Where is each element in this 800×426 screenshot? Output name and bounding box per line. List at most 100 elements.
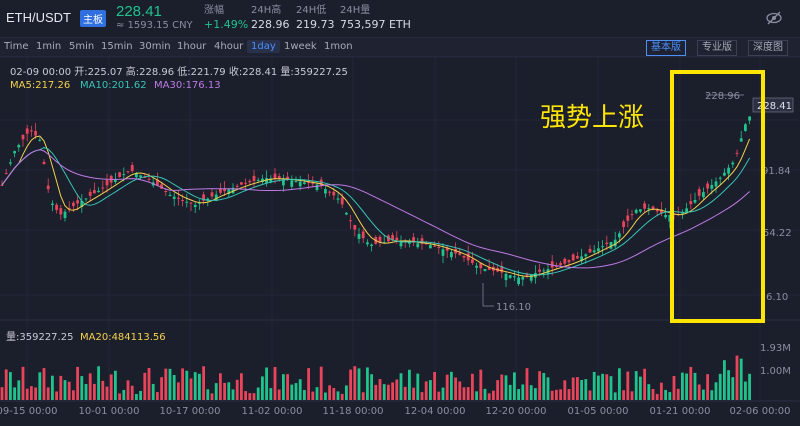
volume-bar — [328, 385, 331, 400]
candle-body — [508, 275, 512, 278]
volume-bar — [513, 372, 516, 400]
candle-body — [395, 237, 399, 241]
candle-body — [286, 176, 289, 180]
candle-body — [168, 195, 172, 196]
highlight-box — [670, 70, 765, 323]
candle-body — [601, 246, 604, 248]
volume-bar — [588, 390, 592, 400]
hide-eye-icon[interactable] — [766, 10, 782, 26]
volume-bar — [63, 380, 67, 400]
candle-body — [580, 256, 583, 262]
price-tick-3: 6.10 — [766, 292, 788, 303]
candle-body — [681, 212, 684, 214]
price-tick-1: 91.84 — [762, 166, 791, 177]
volume-bar — [660, 382, 663, 400]
volume-bar — [668, 392, 672, 400]
pair-name[interactable]: ETH/USDT — [6, 10, 71, 25]
volume-bar — [282, 374, 285, 400]
candle-body — [248, 180, 252, 183]
volume-bar — [496, 380, 499, 400]
interval-1min[interactable]: 1min — [36, 41, 62, 52]
volume-bar — [618, 368, 621, 400]
candle-body — [647, 208, 651, 210]
interval-1mon[interactable]: 1mon — [324, 41, 353, 52]
xaxis-label: 09-15 00:00 — [0, 406, 58, 417]
interval-5min[interactable]: 5min — [69, 41, 95, 52]
volume-bar — [681, 372, 684, 400]
candle-body — [643, 203, 646, 209]
volume-bar — [164, 368, 168, 400]
interval-15min[interactable]: 15min — [101, 41, 133, 52]
candle-body — [521, 277, 525, 280]
volume-bar — [336, 391, 340, 400]
candle-body — [529, 274, 533, 281]
interval-time[interactable]: Time — [4, 41, 29, 52]
candle-body — [319, 179, 323, 186]
view-pro-button[interactable]: 专业版 — [697, 40, 737, 56]
volume-bar — [67, 381, 71, 400]
volume-bar — [731, 377, 735, 400]
stat-high: 24H高 228.96 — [251, 5, 290, 31]
volume-bar — [655, 393, 659, 400]
candle-body — [9, 162, 12, 164]
candle-body — [269, 178, 273, 183]
candle-body — [290, 180, 294, 187]
candle-body — [324, 189, 327, 194]
interval-4hour[interactable]: 4hour — [214, 41, 244, 52]
candle-body — [487, 266, 491, 270]
volume-bar — [252, 393, 256, 400]
candle-body — [378, 236, 382, 243]
volume-bar — [97, 366, 100, 400]
view-depth-button[interactable]: 深度图 — [748, 40, 788, 56]
volume-bar — [492, 390, 495, 400]
volume-bar — [214, 383, 218, 400]
interval-30min[interactable]: 30min — [139, 41, 171, 52]
volume-bar — [592, 371, 596, 400]
candle-body — [655, 209, 659, 212]
volume-bar — [504, 375, 508, 400]
volume-bar — [534, 388, 537, 400]
volume-bar — [38, 372, 42, 400]
volume-bar — [555, 389, 558, 400]
volume-bar — [370, 374, 373, 400]
candle-body — [727, 167, 730, 174]
view-basic-button[interactable]: 基本版 — [646, 40, 686, 56]
volume-bar — [420, 392, 424, 400]
volume-bar — [256, 387, 260, 400]
volume-bar — [672, 376, 676, 400]
volume-bar — [46, 387, 50, 400]
xaxis-label: 12-20 00:00 — [485, 406, 546, 417]
volume-bar — [277, 389, 281, 400]
interval-1week[interactable]: 1week — [284, 41, 317, 52]
interval-1hour[interactable]: 1hour — [177, 41, 207, 52]
interval-1day[interactable]: 1day — [247, 40, 280, 53]
cny-price: ≈ 1593.15 CNY — [116, 20, 193, 31]
volume-bar — [172, 375, 176, 400]
candle-body — [294, 181, 298, 182]
volume-bar — [634, 371, 638, 400]
candle-body — [177, 197, 180, 199]
candle-body — [235, 185, 239, 187]
volume-bar — [51, 375, 54, 400]
candle-body — [370, 244, 373, 247]
volume-bar — [76, 366, 79, 400]
volume-bar — [571, 377, 575, 400]
candle-body — [592, 250, 596, 253]
volume-bar — [139, 390, 142, 400]
volume-bar — [298, 379, 302, 400]
volume-bar — [424, 381, 428, 400]
candle-body — [349, 220, 352, 222]
volume-bar — [261, 376, 264, 400]
candle-body — [21, 134, 25, 140]
volume-bar — [508, 384, 512, 400]
candle-body — [67, 208, 71, 210]
volume-bar — [433, 371, 436, 400]
candle-body — [744, 124, 747, 131]
candle-body — [25, 128, 29, 134]
candle-body — [345, 212, 348, 215]
candle-body — [156, 179, 159, 186]
volume-bar — [114, 370, 117, 400]
volume-bar — [156, 392, 159, 400]
candle-body — [198, 202, 201, 204]
